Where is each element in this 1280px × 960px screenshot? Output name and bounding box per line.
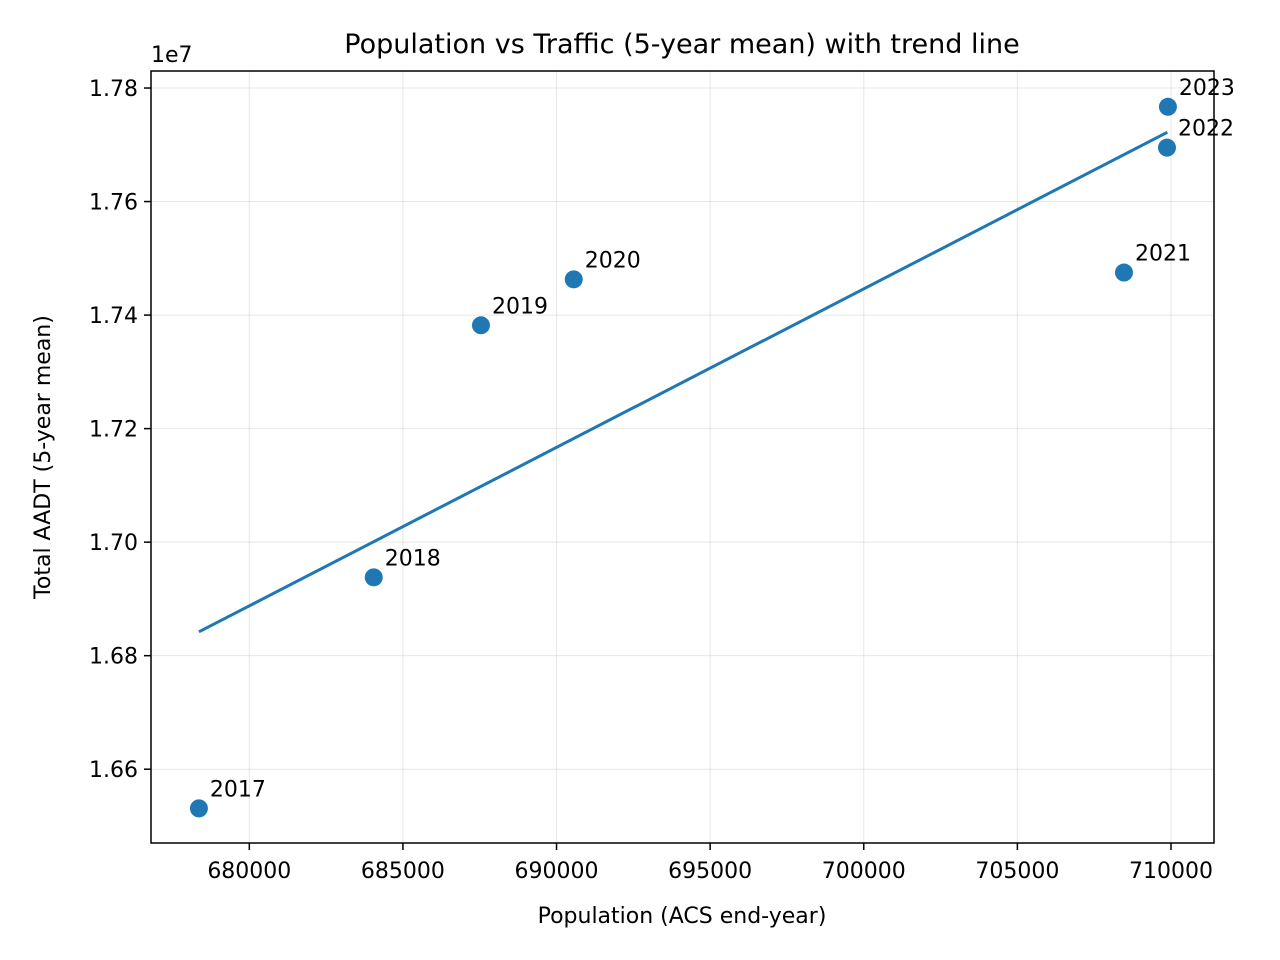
x-tick-label: 680000 bbox=[207, 859, 291, 884]
x-axis-label: Population (ACS end-year) bbox=[538, 904, 827, 929]
data-point bbox=[1114, 263, 1133, 282]
data-point bbox=[471, 316, 490, 335]
y-tick-label: 1.76 bbox=[89, 191, 138, 216]
y-axis: 1.66 1.68 1.70 1.72 1.74 1.76 1.78 bbox=[89, 77, 151, 783]
x-tick-label: 700000 bbox=[822, 859, 906, 884]
y-tick-label: 1.72 bbox=[89, 418, 138, 443]
y-axis-offset-label: 1e7 bbox=[151, 43, 193, 68]
chart-title: Population vs Traffic (5-year mean) with… bbox=[344, 29, 1019, 60]
grid bbox=[151, 71, 1214, 843]
data-point bbox=[1158, 97, 1177, 116]
y-tick-label: 1.78 bbox=[89, 77, 138, 102]
x-axis: 680000 685000 690000 695000 700000 705000 7100… bbox=[207, 843, 1213, 884]
y-tick-label: 1.68 bbox=[89, 645, 138, 670]
data-point bbox=[189, 799, 208, 818]
y-tick-label: 1.66 bbox=[89, 758, 138, 783]
point-label: 2017 bbox=[210, 777, 266, 802]
point-label: 2020 bbox=[585, 248, 641, 273]
x-tick-label: 710000 bbox=[1129, 859, 1213, 884]
plot-frame bbox=[150, 70, 1215, 844]
point-label: 2023 bbox=[1179, 76, 1235, 101]
point-label: 2022 bbox=[1178, 117, 1234, 142]
points-group bbox=[189, 97, 1177, 818]
x-tick-label: 705000 bbox=[975, 859, 1059, 884]
x-tick-label: 685000 bbox=[361, 859, 445, 884]
x-tick-label: 695000 bbox=[668, 859, 752, 884]
y-tick-label: 1.70 bbox=[89, 531, 138, 556]
data-point bbox=[564, 270, 583, 289]
y-axis-label: Total AADT (5-year mean) bbox=[31, 315, 56, 600]
data-point bbox=[364, 568, 383, 587]
y-tick-label: 1.74 bbox=[89, 304, 138, 329]
trend-line bbox=[198, 130, 1168, 634]
point-label: 2018 bbox=[385, 546, 441, 571]
point-labels: 2017 2018 2019 2020 2021 2022 2023 bbox=[210, 76, 1235, 803]
x-tick-label: 690000 bbox=[515, 859, 599, 884]
point-label: 2019 bbox=[492, 294, 548, 319]
point-label: 2021 bbox=[1135, 242, 1191, 267]
data-point bbox=[1157, 138, 1176, 157]
trend-line-group bbox=[198, 130, 1168, 634]
